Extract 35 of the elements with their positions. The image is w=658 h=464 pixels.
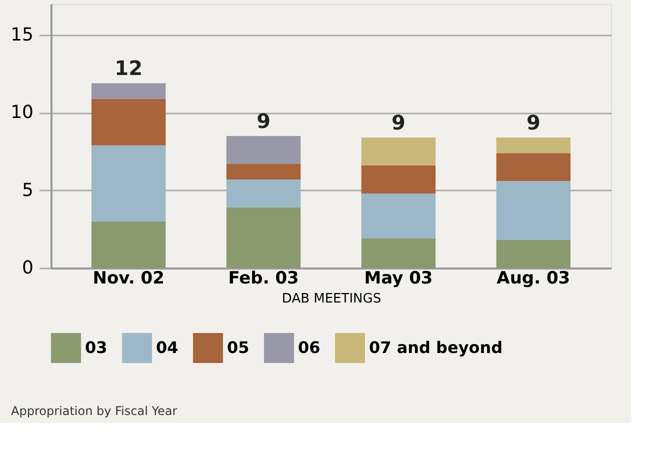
legend-label: 04 <box>156 338 178 357</box>
y-tick-label: 0 <box>22 258 34 278</box>
bar <box>361 138 436 166</box>
legend-label: 06 <box>298 338 320 357</box>
bar <box>361 193 436 238</box>
legend-label: 07 and beyond <box>369 338 503 357</box>
total-label: 9 <box>392 110 406 135</box>
bar <box>226 136 301 164</box>
bar <box>496 181 571 240</box>
y-tick-label: 15 <box>10 24 34 46</box>
y-tick-label: 5 <box>22 180 34 201</box>
legend-label: 05 <box>227 338 250 357</box>
x-axis-title: DAB MEETINGS <box>282 292 382 306</box>
bar <box>91 221 166 268</box>
bar <box>361 238 436 268</box>
x-tick-label: Feb. 03 <box>228 268 299 288</box>
bar <box>226 207 301 268</box>
bar <box>496 138 571 154</box>
bar <box>361 166 436 194</box>
bar <box>496 240 571 268</box>
legend-label: 03 <box>85 338 108 357</box>
bar <box>91 83 166 99</box>
total-label: 9 <box>256 109 270 133</box>
x-tick-label: May 03 <box>364 268 433 288</box>
bar <box>91 145 166 222</box>
bar <box>496 153 571 182</box>
y-tick-label: 10 <box>10 102 34 124</box>
bar <box>226 164 301 180</box>
x-tick-label: Aug. 03 <box>496 268 570 288</box>
bar <box>91 98 166 146</box>
x-tick-label: Nov. 02 <box>92 268 164 288</box>
total-label: 12 <box>114 56 143 80</box>
bar <box>226 179 301 208</box>
total-label: 9 <box>526 110 540 135</box>
text: Appropriation by Fiscal Year <box>11 404 178 418</box>
